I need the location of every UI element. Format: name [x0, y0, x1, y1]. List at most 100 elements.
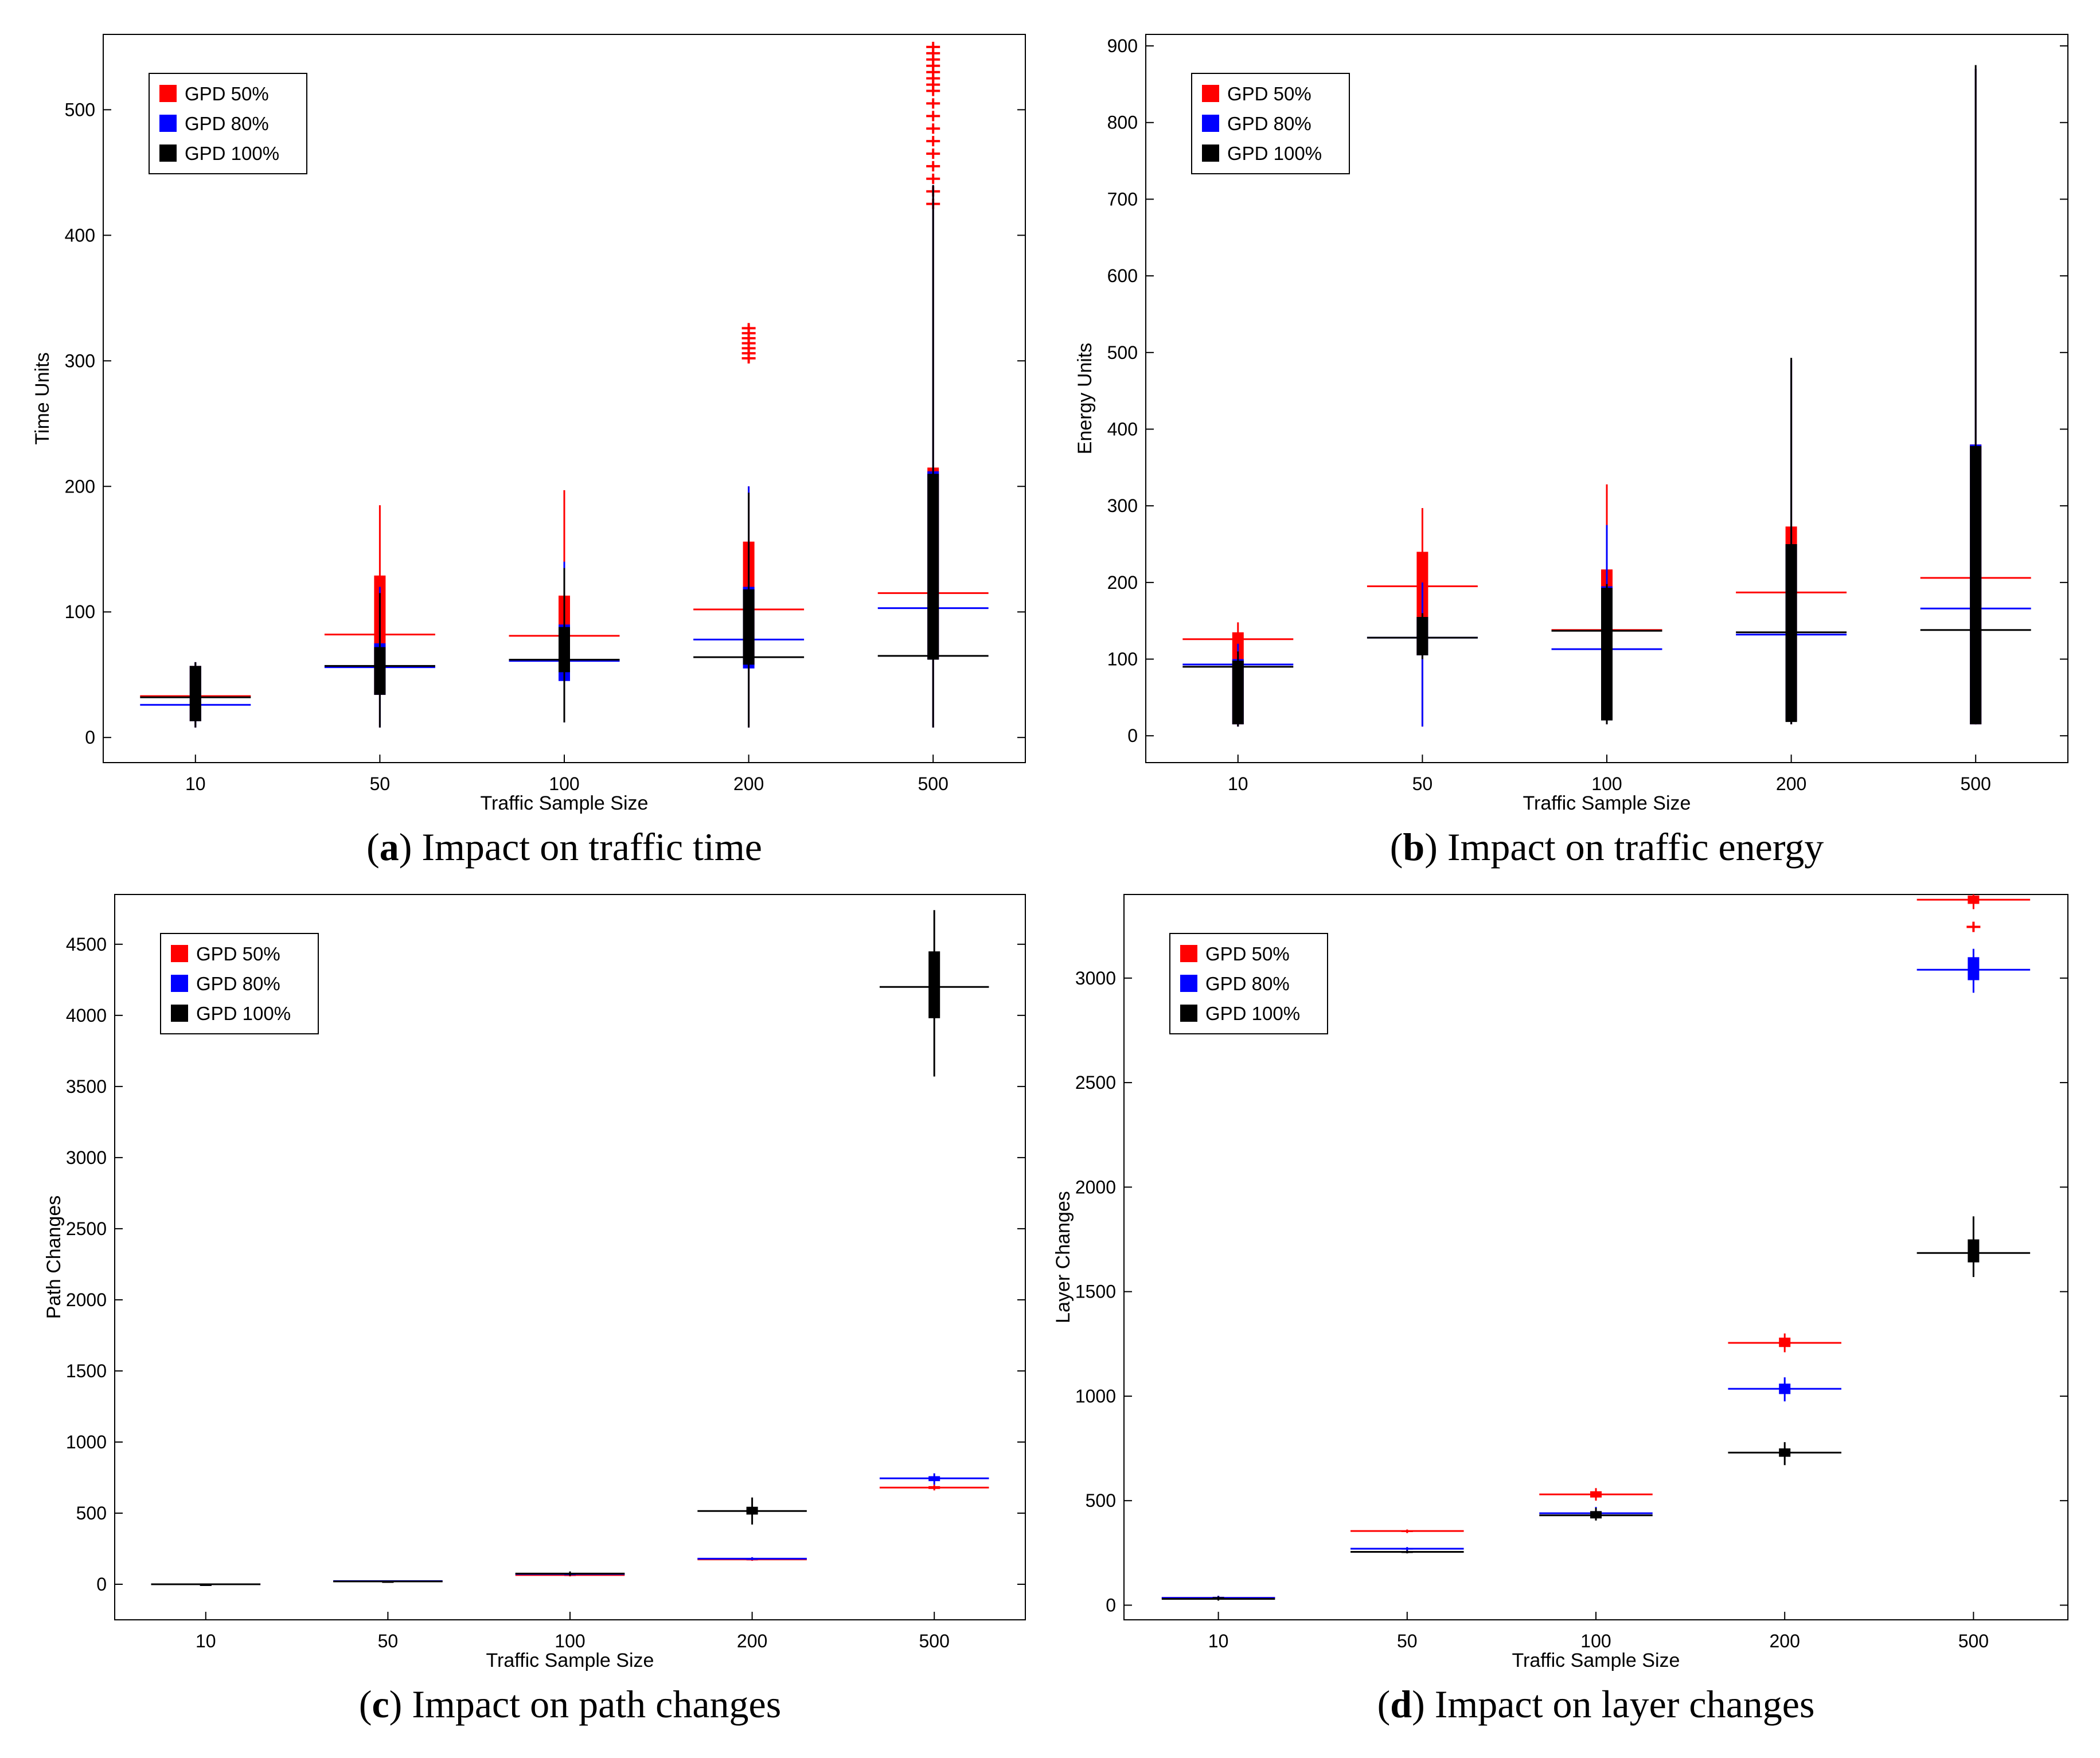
box: [374, 647, 386, 695]
x-tick-label: 200: [1776, 773, 1806, 794]
box: [1970, 446, 1982, 725]
legend-swatch: [1180, 1005, 1197, 1022]
y-tick-label: 2500: [66, 1218, 107, 1239]
x-tick-label: 50: [370, 773, 391, 794]
box: [927, 474, 939, 660]
box: [559, 627, 570, 673]
legend-swatch: [1180, 945, 1197, 962]
y-tick-label: 600: [1107, 265, 1138, 286]
y-axis-label: Energy Units: [1074, 343, 1096, 455]
y-tick-label: 1500: [66, 1361, 107, 1381]
y-tick-label: 0: [85, 727, 95, 748]
y-tick-label: 500: [65, 99, 95, 120]
series-100-boxes: [140, 185, 989, 728]
x-axis-label: Traffic Sample Size: [1523, 792, 1691, 814]
legend-swatch: [1202, 85, 1219, 102]
y-axis-label: Path Changes: [43, 1196, 65, 1319]
x-tick-label: 10: [1228, 773, 1248, 794]
chart-panel-a: 0 100 200 300 400 500 10 50 100 200 500 Traffic Sam…: [32, 34, 1026, 869]
x-tick-label: 10: [185, 773, 206, 794]
legend-swatch: [159, 144, 177, 162]
x-tick-label: 100: [1580, 1631, 1611, 1651]
legend-swatch: [159, 115, 177, 132]
y-tick-label: 0: [1106, 1595, 1116, 1615]
x-tick-label: 10: [1208, 1631, 1229, 1651]
figure-caption: (a) Impact on traffic time: [366, 825, 762, 869]
legend-swatch: [171, 1005, 188, 1022]
x-axis-label: Traffic Sample Size: [1512, 1650, 1680, 1671]
chart-panel-d: 0 500 1000 1500 2000 2500 3000 10 50 100 200 500 Tra…: [1052, 894, 2068, 1726]
y-tick-label: 400: [1107, 419, 1138, 439]
y-tick-label: 3000: [1075, 968, 1116, 989]
x-tick-label: 500: [1961, 773, 1991, 794]
y-tick-label: 100: [1107, 649, 1138, 670]
x-tick-label: 500: [919, 1631, 950, 1651]
chart-panel-b: 0 100 200 300 400 500 600 700 800 900 10 50 100 200 50…: [1074, 34, 2068, 869]
legend-label: GPD 50%: [1227, 83, 1311, 104]
figure-caption: (b) Impact on traffic energy: [1390, 825, 1824, 869]
x-axis-label: Traffic Sample Size: [481, 792, 649, 814]
legend-label: GPD 100%: [1227, 143, 1322, 164]
y-tick-label: 200: [1107, 572, 1138, 593]
y-axis-label: Layer Changes: [1052, 1191, 1074, 1323]
x-axis-label: Traffic Sample Size: [486, 1650, 654, 1671]
legend-label: GPD 50%: [1205, 943, 1290, 964]
legend-swatch: [1180, 975, 1197, 992]
legend-swatch: [1202, 144, 1219, 162]
series-100-boxes: [151, 910, 989, 1586]
series-100-boxes: [1161, 1216, 2031, 1601]
y-tick-label: 200: [65, 476, 95, 497]
y-tick-label: 800: [1107, 112, 1138, 133]
y-tick-label: 1500: [1075, 1282, 1116, 1302]
series-50-boxes: [151, 1484, 989, 1586]
x-tick-label: 10: [196, 1631, 216, 1651]
series-100-boxes: [1182, 65, 2031, 727]
y-tick-label: 3000: [66, 1147, 107, 1168]
y-tick-label: 3500: [66, 1076, 107, 1097]
legend-label: GPD 100%: [185, 143, 279, 164]
legend-label: GPD 100%: [196, 1003, 291, 1024]
legend-label: GPD 100%: [1205, 1003, 1300, 1024]
legend-label: GPD 80%: [185, 113, 269, 134]
x-tick-label: 50: [1412, 773, 1433, 794]
y-tick-label: 1000: [66, 1432, 107, 1452]
y-tick-label: 500: [76, 1503, 107, 1523]
y-tick-label: 900: [1107, 36, 1138, 56]
x-tick-label: 200: [733, 773, 764, 794]
x-tick-label: 50: [378, 1631, 399, 1651]
figure-caption: (d) Impact on layer changes: [1377, 1682, 1815, 1726]
box: [1416, 617, 1428, 655]
y-tick-label: 300: [65, 350, 95, 371]
y-tick-label: 500: [1086, 1490, 1116, 1511]
series-80-boxes: [151, 1473, 989, 1586]
y-tick-label: 100: [65, 601, 95, 622]
legend-swatch: [1202, 115, 1219, 132]
x-tick-label: 100: [555, 1631, 585, 1651]
legend-label: GPD 80%: [196, 973, 280, 994]
y-tick-label: 500: [1107, 342, 1138, 363]
x-tick-label: 500: [1958, 1631, 1989, 1651]
legend-swatch: [159, 85, 177, 102]
legend-label: GPD 80%: [1227, 113, 1311, 134]
box: [1968, 1239, 1980, 1263]
figure-caption: (c) Impact on path changes: [359, 1682, 781, 1726]
y-tick-label: 4500: [66, 934, 107, 955]
y-axis-label: Time Units: [32, 352, 53, 444]
legend-swatch: [171, 945, 188, 962]
box: [1601, 588, 1613, 721]
box: [928, 951, 940, 1018]
y-tick-label: 2500: [1075, 1072, 1116, 1093]
box: [1968, 957, 1980, 980]
series-80-boxes: [1161, 948, 2031, 1600]
y-tick-label: 0: [1127, 725, 1138, 746]
x-tick-label: 200: [737, 1631, 767, 1651]
y-tick-label: 1000: [1075, 1386, 1116, 1407]
y-tick-label: 2000: [1075, 1177, 1116, 1197]
legend-label: GPD 50%: [185, 83, 269, 104]
y-tick-label: 4000: [66, 1005, 107, 1026]
x-tick-label: 500: [918, 773, 948, 794]
x-tick-label: 100: [549, 773, 579, 794]
y-tick-label: 700: [1107, 189, 1138, 209]
legend-swatch: [171, 975, 188, 992]
